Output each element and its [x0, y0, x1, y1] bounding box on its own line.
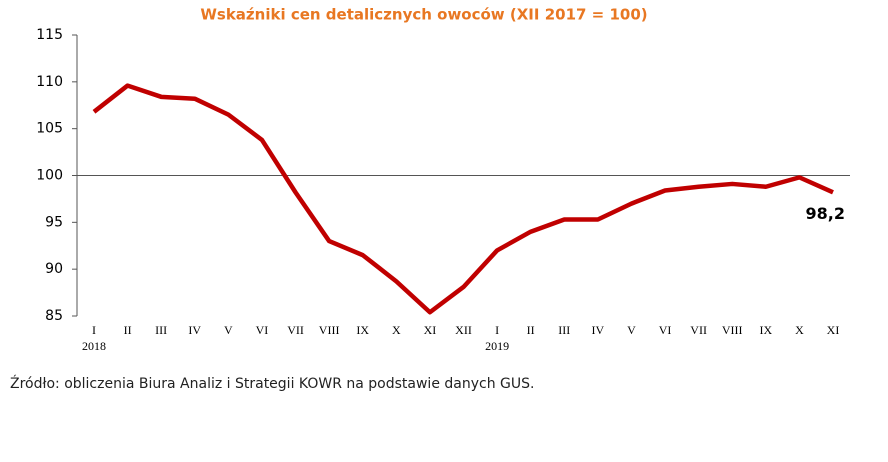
x-tick-label: III [558, 323, 570, 337]
x-tick-label: VI [659, 323, 672, 337]
data-line [92, 83, 834, 315]
y-tick-label: 110 [36, 74, 63, 90]
y-tick-label: 85 [45, 308, 63, 324]
x-tick-label: VII [287, 323, 304, 337]
x-tick-label: V [627, 323, 636, 337]
x-tick-label: IV [592, 323, 605, 337]
source-note: Źródło: obliczenia Biura Analiz i Strate… [10, 374, 534, 392]
x-tick-label: X [392, 323, 401, 337]
x-tick-label: VI [256, 323, 269, 337]
x-tick-label: XI [827, 323, 840, 337]
y-tick-label: 90 [45, 261, 63, 277]
y-tick-label: 100 [36, 168, 63, 184]
chart-title: Wskaźniki cen detalicznych owoców (XII 2… [200, 6, 647, 24]
x-tick-label: VII [690, 323, 707, 337]
x-tick-label: IX [356, 323, 369, 337]
data-label: 98,2 [806, 204, 845, 223]
y-tick-label: 105 [36, 121, 63, 137]
y-tick-label: 115 [36, 27, 63, 43]
x-tick-label: II [527, 323, 535, 337]
x-tick-label: VIII [722, 323, 743, 337]
x-tick-label: IX [759, 323, 772, 337]
x-tick-label: I [495, 323, 499, 337]
x-tick-label: III [155, 323, 167, 337]
x-year-label: 2019 [485, 339, 509, 353]
x-tick-label: VIII [319, 323, 340, 337]
x-tick-label: XII [455, 323, 472, 337]
x-tick-label: X [795, 323, 804, 337]
x-year-label: 2018 [82, 339, 106, 353]
x-tick-label: II [124, 323, 132, 337]
x-tick-label: XI [424, 323, 437, 337]
x-tick-label: V [224, 323, 233, 337]
y-tick-label: 95 [45, 214, 63, 230]
x-tick-label: IV [188, 323, 201, 337]
x-tick-label: I [92, 323, 96, 337]
